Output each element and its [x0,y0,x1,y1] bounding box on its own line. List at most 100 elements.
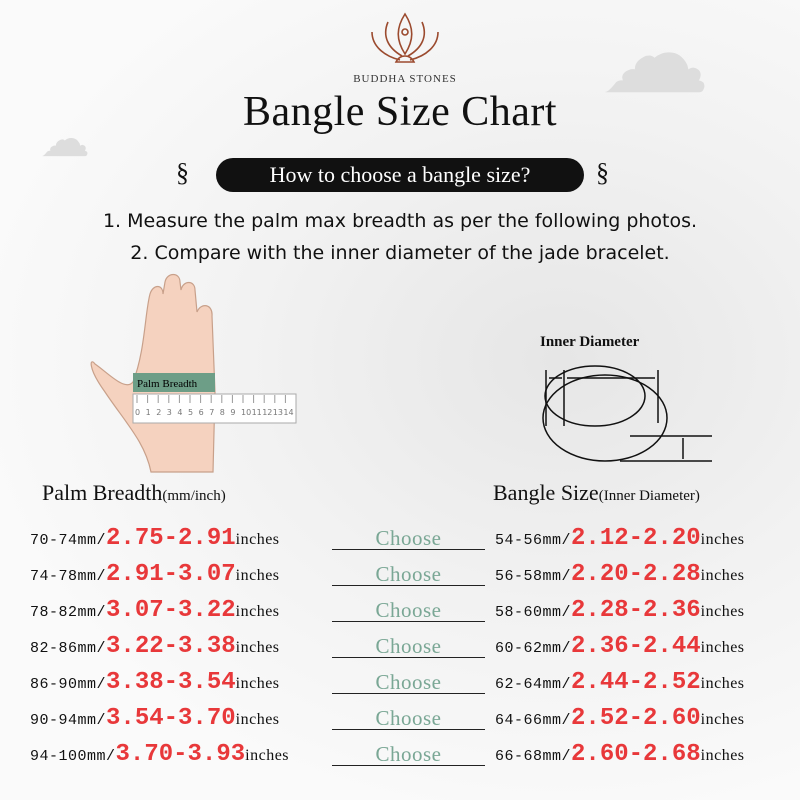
ruler-tick-label: 0 [135,408,140,417]
ruler-tick-label: 12 [262,408,272,417]
ruler-tick-label: 8 [220,408,225,417]
size-row: 74-78mm/2.91-3.07inches Choose 56-58mm/2… [0,558,800,594]
palm-mm: 82-86mm/ [30,640,107,657]
lotus-meditation-icon [371,12,439,63]
instruction-1: 1. Measure the palm max breadth as per t… [102,210,698,232]
size-row: 82-86mm/3.22-3.38inches Choose 60-62mm/2… [0,630,800,666]
bangle-size: 64-66mm/2.52-2.60inches [495,705,745,732]
palm-unit: inches [235,567,280,584]
inner-diameter-label: Inner Diameter [540,334,640,350]
page-title: Bangle Size Chart [242,89,558,135]
hand-illustration: Palm Breadth 0 1 2 3 4 5 6 7 8 9 10 11 12 13 14 [90,273,297,473]
ruler-tick-label: 3 [167,408,172,417]
bangle-mm: 66-68mm/ [495,748,572,765]
size-row: 90-94mm/3.54-3.70inches Choose 64-66mm/2… [0,702,800,738]
palm-unit: inches [245,747,290,764]
size-row: 86-90mm/3.38-3.54inches Choose 62-64mm/2… [0,666,800,702]
palm-unit: inches [235,639,280,656]
palm-size: 78-82mm/3.07-3.22inches [30,597,280,624]
palm-unit: inches [235,711,280,728]
bangle-unit: inches [700,639,745,656]
bangle-size: 54-56mm/2.12-2.20inches [495,525,745,552]
bangle-inches: 2.60-2.68 [571,741,701,768]
ruler-tick-label: 10 [241,408,251,417]
size-row: 70-74mm/2.75-2.91inches Choose 54-56mm/2… [0,522,800,558]
palm-unit: inches [235,603,280,620]
brand-name: BUDDHA STONES [353,73,457,85]
palm-unit: inches [235,675,280,692]
palm-inches: 3.07-3.22 [106,597,236,624]
swirl-right-icon: § [596,158,609,187]
bangle-diagram [542,365,712,462]
bangle-size: 62-64mm/2.44-2.52inches [495,669,745,696]
palm-breadth-label: Palm Breadth [137,378,198,390]
bangle-mm: 60-62mm/ [495,640,572,657]
palm-mm: 94-100mm/ [30,748,116,765]
ruler-tick-label: 9 [230,408,235,417]
palm-size: 86-90mm/3.38-3.54inches [30,669,280,696]
size-row: 94-100mm/3.70-3.93inches Choose 66-68mm/… [0,738,800,774]
cloud-decoration-right: ☁ [600,0,710,116]
ruler-tick-label: 2 [156,408,161,417]
choose-button[interactable]: Choose [332,635,485,658]
palm-header-unit: (mm/inch) [162,488,226,504]
choose-button[interactable]: Choose [332,707,485,730]
bangle-unit: inches [700,531,745,548]
bangle-inches: 2.36-2.44 [571,633,701,660]
bangle-unit: inches [700,603,745,620]
bangle-inches: 2.44-2.52 [571,669,701,696]
bangle-mm: 58-60mm/ [495,604,572,621]
palm-header-text: Palm Breadth [42,480,163,505]
palm-inches: 3.38-3.54 [106,669,236,696]
ruler [132,393,297,424]
bangle-size-header: Bangle Size(Inner Diameter) [493,480,700,506]
bangle-size: 58-60mm/2.28-2.36inches [495,597,745,624]
bangle-mm: 62-64mm/ [495,676,572,693]
palm-inches: 2.91-3.07 [106,561,236,588]
palm-inches: 2.75-2.91 [106,525,236,552]
palm-inches: 3.22-3.38 [106,633,236,660]
choose-button[interactable]: Choose [332,563,485,586]
palm-size: 90-94mm/3.54-3.70inches [30,705,280,732]
bangle-inches: 2.52-2.60 [571,705,701,732]
swirl-left-icon: § [176,158,189,187]
ruler-tick-label: 6 [199,408,204,417]
palm-breadth-label-bg [133,373,215,392]
palm-mm: 86-90mm/ [30,676,107,693]
bangle-unit: inches [700,747,745,764]
bangle-inches: 2.20-2.28 [571,561,701,588]
bangle-size: 66-68mm/2.60-2.68inches [495,741,745,768]
choose-button[interactable]: Choose [332,743,485,766]
brand-logo: BUDDHA STONES [340,10,470,85]
palm-size: 74-78mm/2.91-3.07inches [30,561,280,588]
bangle-size: 56-58mm/2.20-2.28inches [495,561,745,588]
bangle-unit: inches [700,675,745,692]
ruler-tick-label: 14 [283,408,293,417]
ruler-tick-label: 11 [252,408,262,417]
palm-inches: 3.70-3.93 [115,741,246,768]
choose-button[interactable]: Choose [332,527,485,550]
bangle-size: 60-62mm/2.36-2.44inches [495,633,745,660]
ruler-tick-label: 1 [146,408,151,417]
bangle-mm: 64-66mm/ [495,712,572,729]
palm-unit: inches [235,531,280,548]
ruler-tick-label: 5 [188,408,193,417]
palm-size: 70-74mm/2.75-2.91inches [30,525,280,552]
instruction-2: 2. Compare with the inner diameter of th… [130,242,670,264]
palm-mm: 70-74mm/ [30,532,107,549]
choose-button[interactable]: Choose [332,671,485,694]
ruler-tick-label: 7 [209,408,214,417]
ruler-tick-label: 13 [273,408,283,417]
bangle-inches: 2.28-2.36 [571,597,701,624]
palm-mm: 90-94mm/ [30,712,107,729]
palm-breadth-header: Palm Breadth(mm/inch) [42,480,226,506]
bangle-unit: inches [700,567,745,584]
bangle-unit: inches [700,711,745,728]
bangle-inches: 2.12-2.20 [571,525,701,552]
cloud-decoration-left: ☁ [40,111,90,167]
palm-mm: 78-82mm/ [30,604,107,621]
bangle-header-text: Bangle Size [493,480,599,505]
palm-size: 94-100mm/3.70-3.93inches [30,741,289,768]
palm-size: 82-86mm/3.22-3.38inches [30,633,280,660]
choose-button[interactable]: Choose [332,599,485,622]
